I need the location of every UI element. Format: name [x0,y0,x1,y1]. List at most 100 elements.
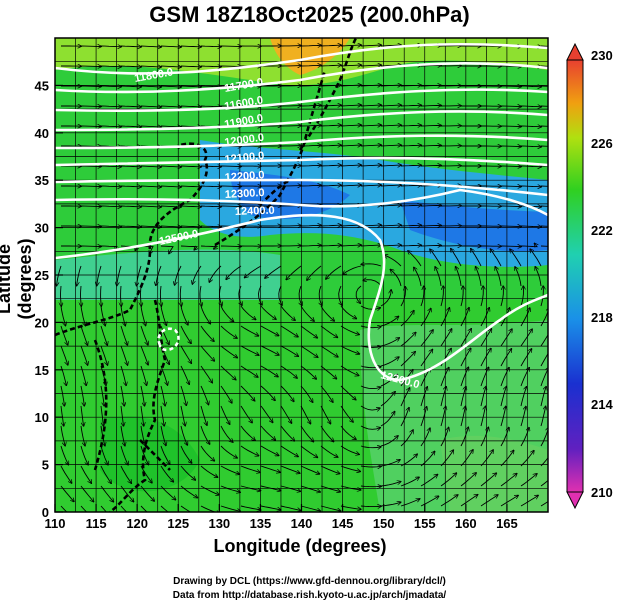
streamline [490,249,502,267]
streamline [200,385,209,405]
streamline [220,465,239,474]
streamline [100,226,121,227]
streamline [200,186,221,187]
streamline [540,165,548,167]
streamline [280,305,295,320]
streamline [420,407,427,427]
streamline [80,186,101,187]
streamline [320,385,333,402]
streamline [460,286,463,307]
streamline [80,86,101,87]
streamline [420,245,441,246]
streamline [540,125,548,127]
streamline [440,308,449,327]
streamline [260,345,279,355]
streamline [265,265,282,278]
streamline [380,502,401,507]
streamline [320,65,341,66]
streamline [80,146,101,147]
streamline [480,387,486,407]
streamline [360,65,381,66]
streamline [480,286,483,307]
streamline [300,305,314,321]
streamline [80,66,101,67]
streamline [80,166,101,167]
streamline [380,317,398,327]
streamline [117,265,122,286]
streamline [260,385,275,400]
streamline [380,392,395,407]
streamline [260,445,279,456]
streamline [200,465,218,477]
streamline [400,408,409,427]
streamline [520,226,541,227]
colorbar-tick-label: 226 [591,136,613,151]
streamline [100,485,113,502]
streamline [520,451,534,467]
streamline [420,286,424,307]
contour-lines [55,42,548,382]
streamline [320,405,331,424]
streamline [500,407,506,427]
streamline [120,345,128,365]
streamline [380,338,399,347]
streamline [535,267,542,287]
streamline [61,285,62,306]
streamline [460,367,468,387]
streamline [220,285,222,306]
streamline [300,165,321,166]
streamline [480,329,491,347]
streamline [200,445,214,461]
streamline [220,46,241,47]
streamline [480,308,489,327]
streamline [300,145,321,146]
streamline [200,365,212,383]
streamline [460,450,473,467]
streamline [340,365,359,376]
streamline [460,495,478,507]
streamline [460,387,466,407]
streamline [57,265,62,286]
streamline [140,365,147,385]
streamline [137,265,142,286]
streamline [380,225,401,226]
x-tick-label: 165 [496,516,518,531]
streamline [540,308,548,327]
streamline [180,246,197,250]
streamline [200,485,219,495]
streamline [420,225,441,226]
streamline [440,329,452,347]
streamline [180,405,185,426]
streamline [440,495,458,507]
streamline [240,445,259,456]
streamline [140,465,152,483]
streamline [120,126,141,127]
streamline [120,365,126,385]
streamline [320,125,341,126]
streamline [160,485,176,500]
streamline [500,106,521,107]
streamline [77,265,82,286]
streamline [300,325,317,338]
streamline [80,226,101,227]
streamline [400,430,413,447]
streamline [340,105,361,106]
streamline [240,425,255,440]
streamline [400,105,421,106]
streamline [420,496,439,507]
streamline [500,146,521,147]
streamline [520,349,532,367]
streamline [500,226,521,227]
streamline [320,465,340,474]
streamline [495,267,502,287]
x-tick-label: 115 [86,516,107,531]
streamline [380,145,401,146]
streamline [220,385,232,403]
streamline [500,496,518,507]
streamline [280,385,294,401]
streamline [530,249,542,267]
streamline [140,46,161,47]
streamline [120,46,141,47]
streamline [420,350,432,367]
streamline [540,145,548,147]
